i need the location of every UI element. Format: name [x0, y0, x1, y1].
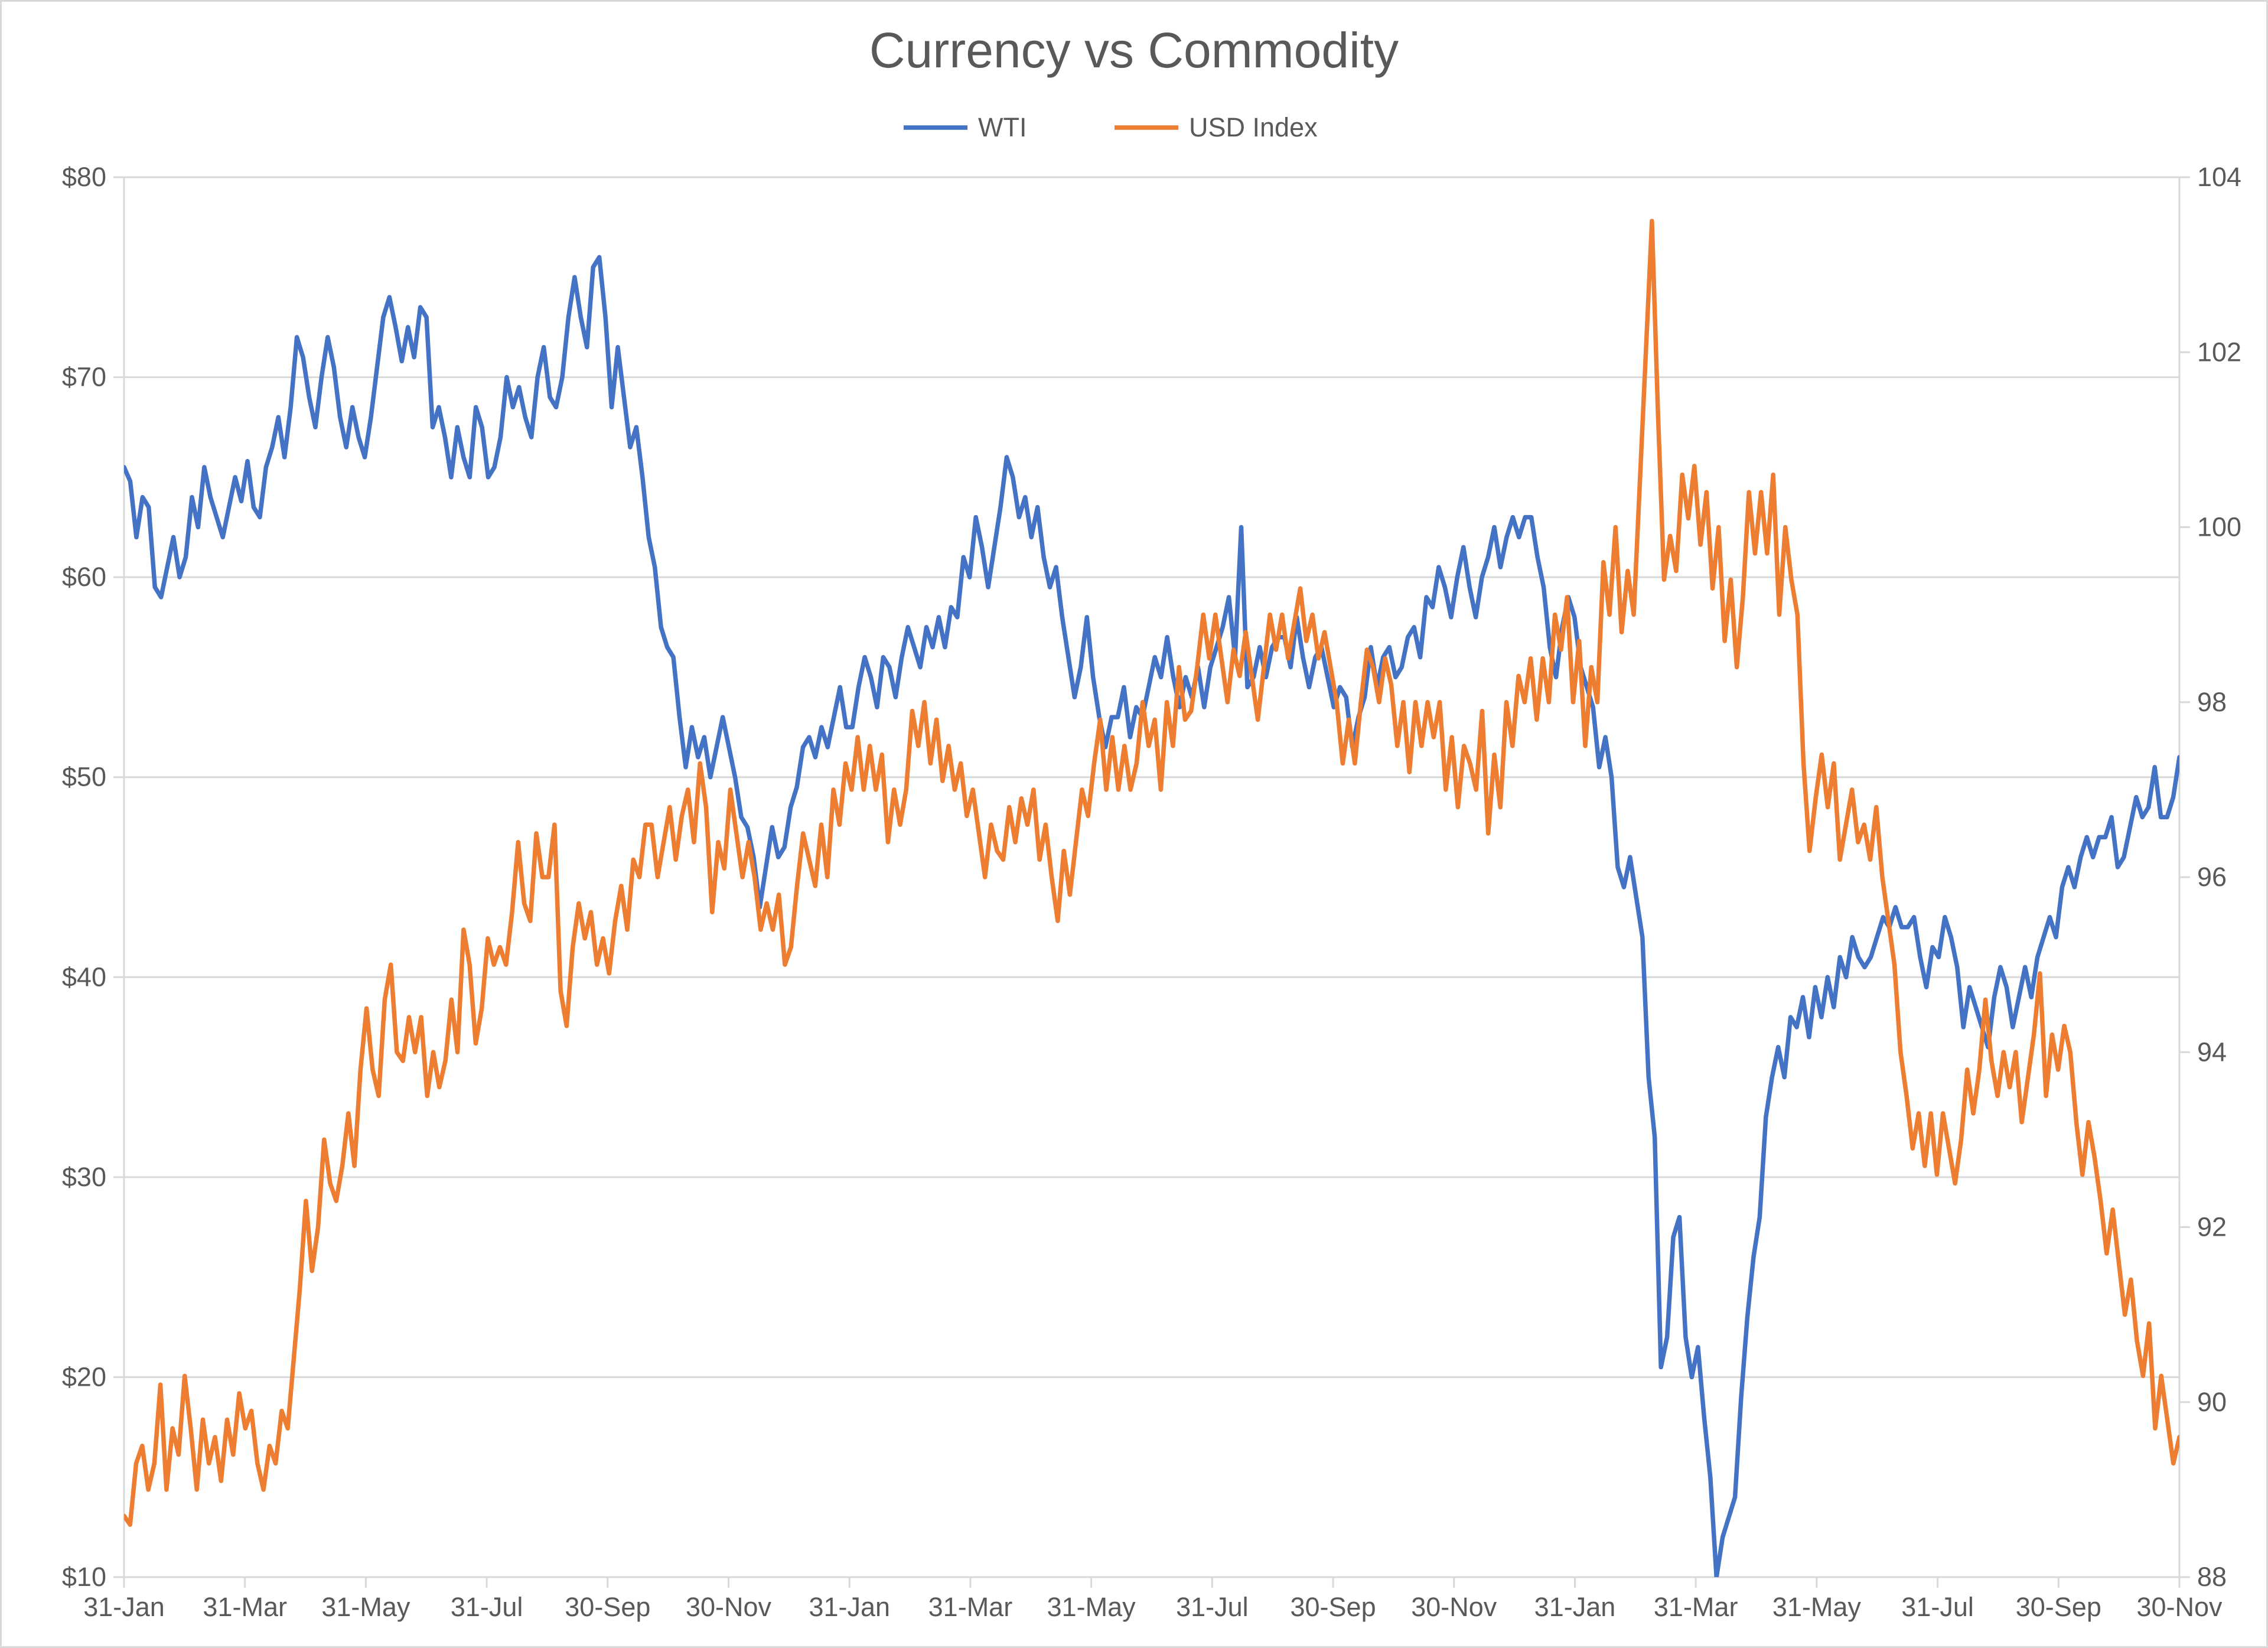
y-right-label: 90	[2197, 1387, 2227, 1417]
x-label: 31-Jan	[1534, 1592, 1616, 1622]
chart-title: Currency vs Commodity	[869, 22, 1399, 78]
y-right-label: 98	[2197, 687, 2227, 717]
y-right-label: 104	[2197, 162, 2241, 192]
x-label: 30-Sep	[1291, 1592, 1376, 1622]
x-label: 30-Nov	[1411, 1592, 1497, 1622]
legend-label-usd-index: USD Index	[1189, 112, 1318, 142]
y-left-label: $40	[62, 962, 106, 992]
currency-vs-commodity-chart: Currency vs Commodity WTI USD Index $10 $20 $…	[0, 0, 2268, 1648]
chart-container: Currency vs Commodity WTI USD Index $10 $20 $…	[0, 0, 2268, 1646]
y-left-label: $10	[62, 1562, 106, 1592]
y-left-label: $60	[62, 562, 106, 592]
y-right-label: 96	[2197, 862, 2227, 892]
y-left-label: $30	[62, 1162, 106, 1192]
x-label: 31-May	[1772, 1592, 1862, 1622]
x-label: 30-Sep	[565, 1592, 650, 1622]
x-label: 30-Nov	[2136, 1592, 2223, 1622]
x-label: 31-Jul	[1901, 1592, 1974, 1622]
x-label: 31-Jul	[1176, 1592, 1249, 1622]
y-left-label: $20	[62, 1362, 106, 1392]
y-right-label: 94	[2197, 1037, 2227, 1067]
legend-label-wti: WTI	[978, 112, 1027, 142]
x-label: 31-Mar	[1654, 1592, 1738, 1622]
y-right-label: 102	[2197, 337, 2241, 367]
y-right-label: 92	[2197, 1212, 2227, 1242]
y-left-label: $50	[62, 762, 106, 792]
x-label: 30-Sep	[2016, 1592, 2101, 1622]
x-label: 31-May	[321, 1592, 410, 1622]
x-label: 30-Nov	[686, 1592, 772, 1622]
y-right-label: 100	[2197, 512, 2241, 542]
x-label: 31-Mar	[203, 1592, 287, 1622]
x-label: 31-Mar	[928, 1592, 1013, 1622]
x-label: 31-May	[1047, 1592, 1136, 1622]
y-left-label: $80	[62, 162, 106, 192]
y-right-label: 88	[2197, 1562, 2227, 1592]
x-label: 31-Jan	[809, 1592, 890, 1622]
x-label: 31-Jul	[451, 1592, 523, 1622]
y-left-label: $70	[62, 362, 106, 392]
x-label: 31-Jan	[83, 1592, 165, 1622]
